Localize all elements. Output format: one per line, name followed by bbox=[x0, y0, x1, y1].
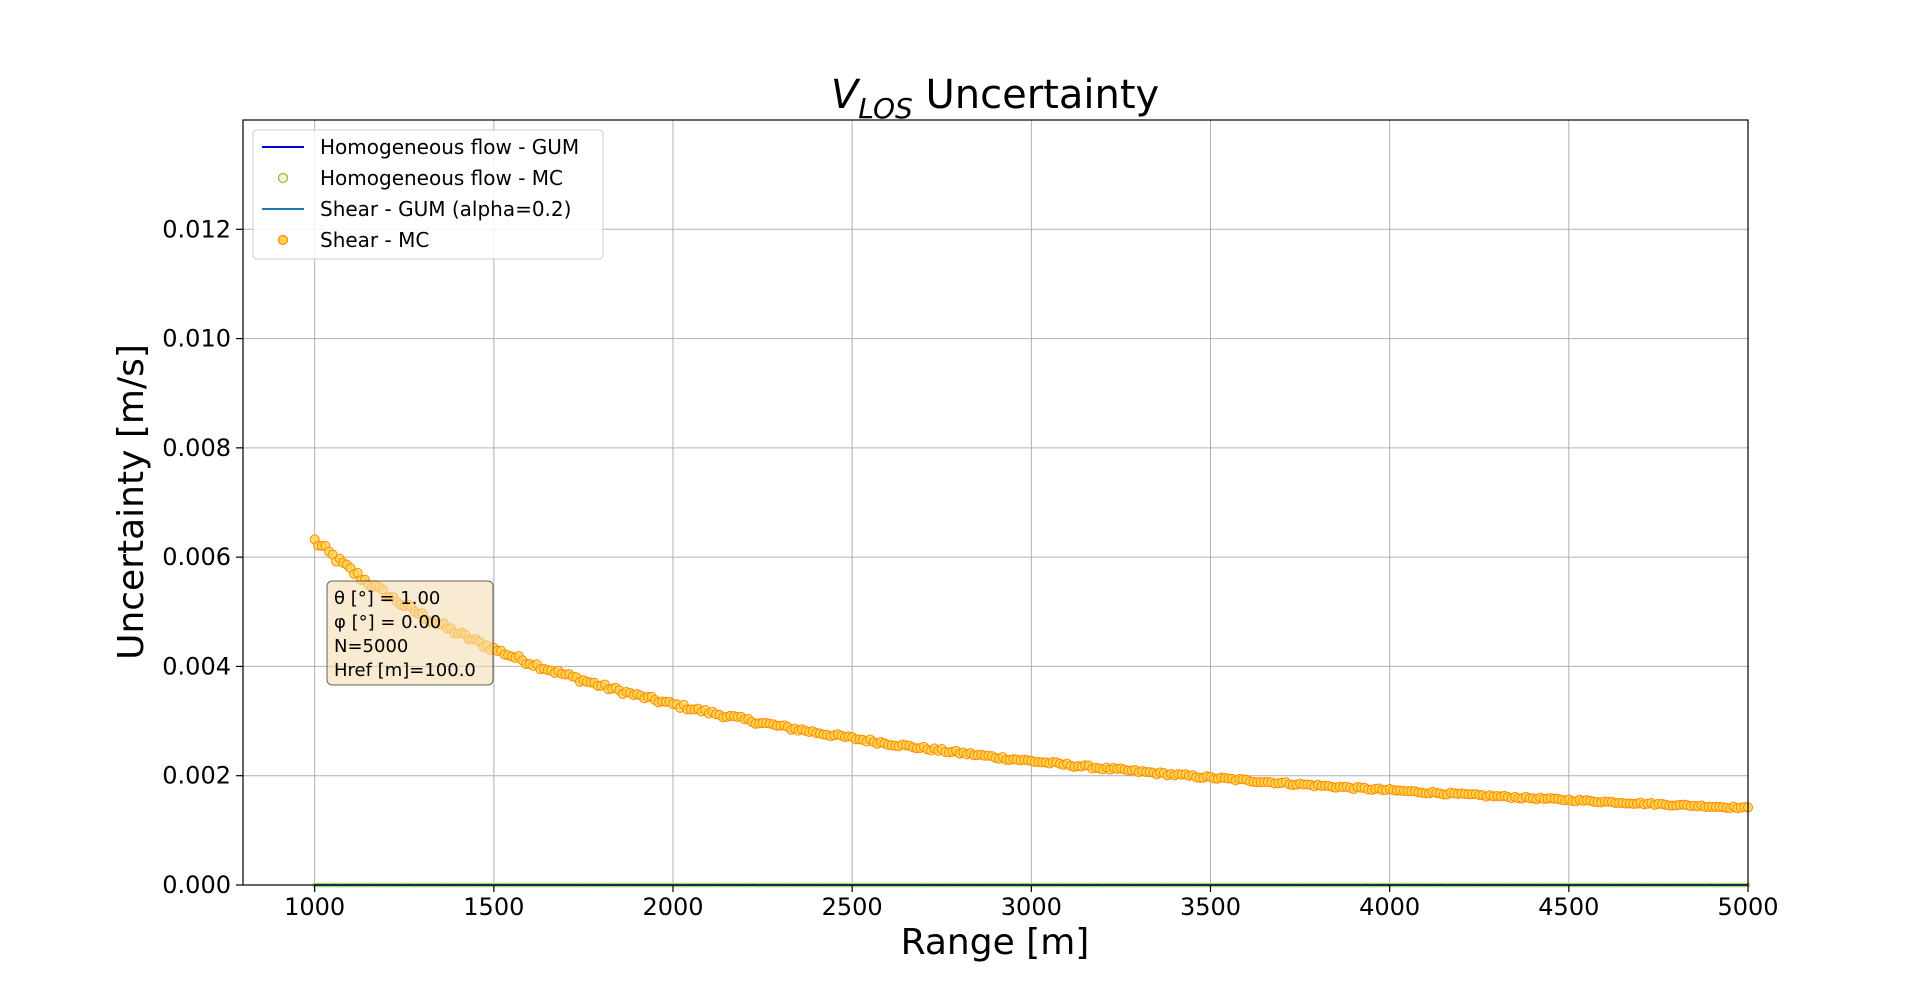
y-tick-label: 0.000 bbox=[162, 871, 231, 899]
annotation-theta: θ [°] = 1.00 bbox=[334, 588, 440, 609]
legend-box bbox=[252, 129, 604, 260]
title-main: V bbox=[831, 72, 861, 118]
legend-label-homogeneous-gum: Homogeneous flow - GUM bbox=[320, 135, 579, 159]
y-tick-label: 0.010 bbox=[162, 325, 231, 353]
y-tick-label: 0.006 bbox=[162, 543, 231, 571]
x-tick-label: 5000 bbox=[1717, 893, 1778, 921]
annotation-box bbox=[326, 580, 494, 686]
legend-marker-shear-mc bbox=[277, 234, 289, 246]
annotation-phi: φ [°] = 0.00 bbox=[334, 612, 441, 633]
y-tick-label: 0.002 bbox=[162, 762, 231, 790]
y-tick-label: 0.012 bbox=[162, 215, 231, 243]
legend-marker-homogeneous-mc bbox=[277, 172, 289, 184]
parameter-annotation: θ [°] = 1.00 φ [°] = 0.00 N=5000 Href [m… bbox=[326, 580, 494, 686]
x-tick-label: 1500 bbox=[463, 893, 524, 921]
y-axis-label: Uncertainty [m/s] bbox=[111, 344, 152, 660]
legend-label-homogeneous-mc: Homogeneous flow - MC bbox=[320, 166, 563, 190]
x-axis-label: Range [m] bbox=[901, 922, 1090, 963]
legend-label-shear-mc: Shear - MC bbox=[320, 228, 429, 252]
y-tick-label: 0.008 bbox=[162, 434, 231, 462]
x-tick-label: 1000 bbox=[284, 893, 345, 921]
ticks: 1000 1500 2000 2500 3000 3500 4000 4500 5000 0.00… bbox=[162, 215, 1778, 921]
chart-title: VLOS Uncertainty bbox=[831, 72, 1159, 125]
title-rest: Uncertainty bbox=[913, 72, 1159, 118]
legend: Homogeneous flow - GUM Homogeneous flow … bbox=[252, 129, 604, 260]
annotation-href: Href [m]=100.0 bbox=[334, 660, 476, 681]
legend-label-shear-gum: Shear - GUM (alpha=0.2) bbox=[320, 197, 571, 221]
x-tick-label: 3000 bbox=[1001, 893, 1062, 921]
x-tick-label: 2500 bbox=[822, 893, 883, 921]
x-tick-label: 4000 bbox=[1359, 893, 1420, 921]
x-tick-label: 3500 bbox=[1180, 893, 1241, 921]
grid bbox=[243, 120, 1749, 886]
y-tick-label: 0.004 bbox=[162, 652, 231, 680]
x-tick-label: 4500 bbox=[1538, 893, 1599, 921]
plot-frame bbox=[242, 119, 1749, 886]
annotation-n: N=5000 bbox=[334, 636, 408, 657]
x-tick-label: 2000 bbox=[642, 893, 703, 921]
